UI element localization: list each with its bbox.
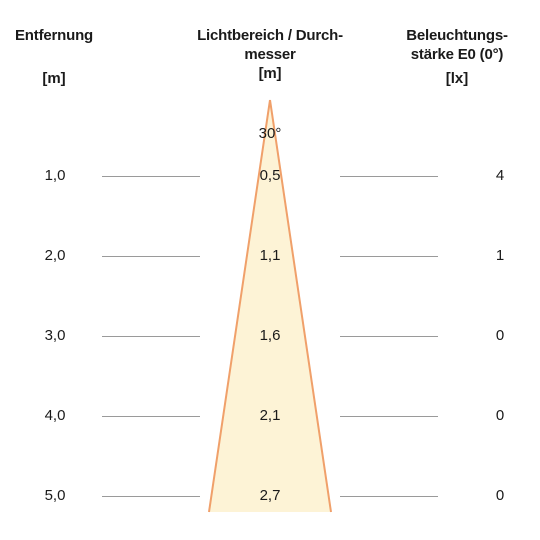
diameter-value: 2,1 [259, 407, 281, 424]
diameter-header-line2: messer [244, 46, 296, 63]
diameter-value: 0,5 [259, 167, 281, 184]
guide-line-left [102, 416, 200, 417]
diameter-unit: [m] [258, 65, 282, 82]
diameter-header-line1: Lichtbereich / Durch- [197, 27, 343, 44]
illuminance-value: 4 [495, 167, 505, 184]
distance-value: 5,0 [44, 487, 66, 504]
diameter-value: 1,6 [259, 327, 281, 344]
guide-line-left [102, 176, 200, 177]
distance-value: 3,0 [44, 327, 66, 344]
light-cone [209, 100, 331, 512]
guide-line-left [102, 496, 200, 497]
distance-header: Entfernung [0, 26, 108, 45]
guide-line-right [340, 176, 438, 177]
diameter-header: Lichtbereich / Durch- messer [m] [180, 26, 360, 83]
distance-value: 1,0 [44, 167, 66, 184]
distance-unit: [m] [42, 70, 66, 87]
distance-value: 2,0 [44, 247, 66, 264]
illuminance-header-line2: stärke E0 (0°) [410, 46, 504, 63]
guide-line-right [340, 416, 438, 417]
illuminance-unit: [lx] [445, 70, 469, 87]
illuminance-value: 0 [495, 407, 505, 424]
distance-header-title: Entfernung [15, 27, 93, 44]
guide-line-left [102, 336, 200, 337]
illuminance-value: 0 [495, 327, 505, 344]
guide-line-right [340, 496, 438, 497]
light-cone-edge-right [269, 99, 332, 513]
light-cone-edge-left [208, 99, 271, 513]
illuminance-header: Beleuchtungs- stärke E0 (0°) [392, 26, 522, 64]
beam-angle-label: 30° [258, 125, 282, 142]
distance-value: 4,0 [44, 407, 66, 424]
illuminance-value: 1 [495, 247, 505, 264]
diameter-value: 1,1 [259, 247, 281, 264]
guide-line-left [102, 256, 200, 257]
diameter-value: 2,7 [259, 487, 281, 504]
guide-line-right [340, 256, 438, 257]
illuminance-header-line1: Beleuchtungs- [406, 27, 508, 44]
illuminance-value: 0 [495, 487, 505, 504]
guide-line-right [340, 336, 438, 337]
